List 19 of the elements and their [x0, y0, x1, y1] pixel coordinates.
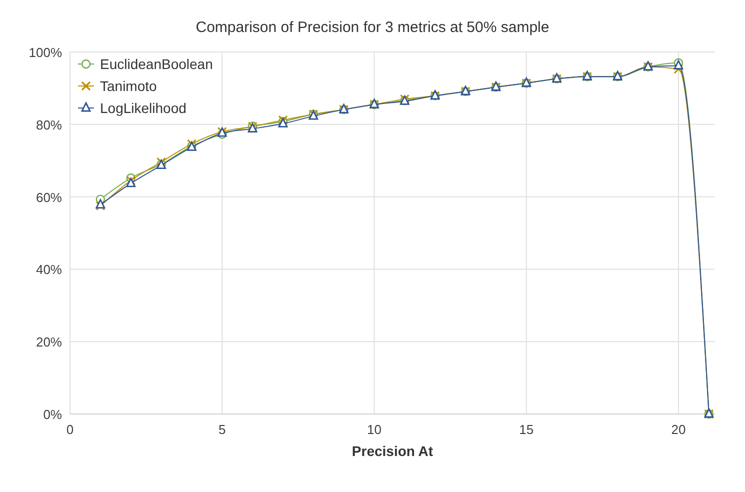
y-tick-label: 40%	[36, 262, 62, 278]
y-tick-label: 0%	[43, 407, 62, 422]
legend-label: EuclideanBoolean	[100, 56, 213, 72]
x-tick-label: 0	[66, 422, 74, 437]
point	[96, 199, 106, 208]
x-tick-label: 5	[218, 422, 226, 437]
legend-label: Tanimoto	[100, 78, 158, 94]
x-tick-label: 15	[519, 422, 534, 437]
x-tick-label: 20	[671, 422, 686, 437]
legend-label: LogLikelihood	[100, 100, 186, 116]
y-tick-label: 60%	[36, 190, 62, 205]
point	[96, 201, 106, 211]
y-tick-label: 80%	[36, 117, 62, 132]
x-axis-title: Precision At	[352, 443, 434, 459]
x-tick-label: 10	[367, 422, 382, 437]
point	[674, 64, 684, 74]
y-tick-label: 100%	[28, 45, 62, 60]
y-tick-label: 20%	[36, 334, 62, 350]
chart-title: Comparison of Precision for 3 metrics at 50% sample	[196, 19, 550, 36]
